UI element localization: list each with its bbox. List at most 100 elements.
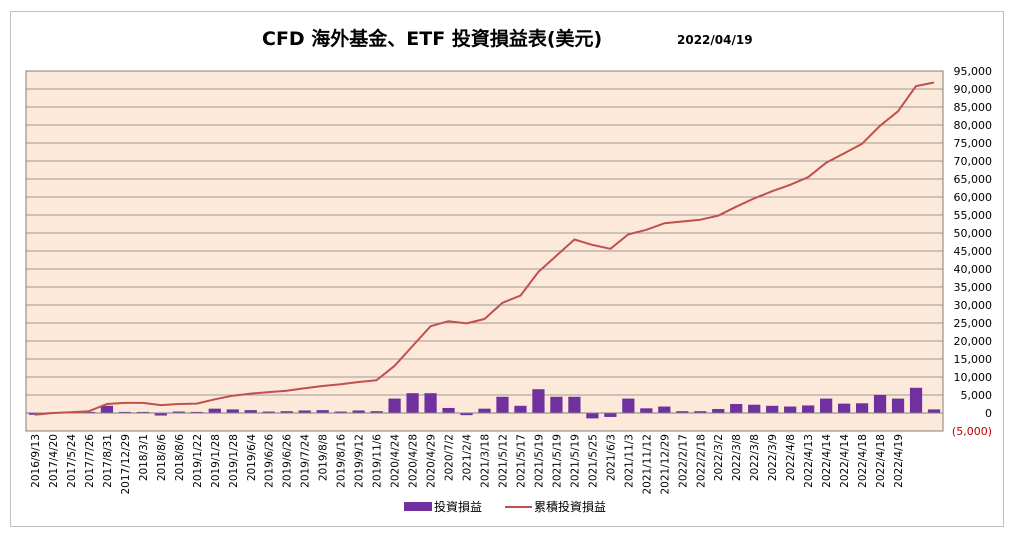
- chart-title: CFD 海外基金、ETF 投資損益表(美元): [262, 28, 603, 50]
- x-tick-label: 2022/4/19: [893, 434, 905, 488]
- chart-date: 2022/04/19: [677, 33, 753, 47]
- bar: [316, 410, 329, 413]
- y-tick-label: (5,000): [952, 425, 992, 438]
- x-tick-label: 2021/11/3: [623, 434, 635, 488]
- bar: [837, 403, 851, 413]
- bar: [658, 406, 671, 413]
- bar: [388, 398, 401, 413]
- bar: [226, 409, 239, 413]
- x-tick-label: 2022/3/8: [731, 434, 743, 481]
- bar: [136, 411, 149, 413]
- x-tick-label: 2020/7/2: [444, 434, 456, 481]
- x-tick-label: 2022/4/14: [821, 434, 833, 488]
- x-tick-label: 2021/5/17: [515, 434, 527, 488]
- x-tick-label: 2019/1/28: [210, 434, 222, 488]
- bar: [640, 408, 653, 413]
- x-tick-label: 2019/8/16: [336, 434, 348, 488]
- x-tick-label: 2019/7/24: [300, 434, 312, 488]
- bar: [676, 411, 689, 413]
- y-tick-label: 35,000: [954, 281, 993, 294]
- bar: [460, 413, 473, 416]
- x-tick-label: 2021/5/25: [587, 434, 599, 488]
- x-tick-label: 2020/4/24: [390, 434, 402, 488]
- x-tick-label: 2022/3/9: [767, 434, 779, 481]
- bar: [172, 411, 185, 413]
- bar: [244, 410, 257, 413]
- x-tick-label: 2019/8/8: [318, 434, 330, 481]
- y-tick-label: 85,000: [954, 101, 993, 114]
- x-tick-label: 2022/2/17: [677, 434, 689, 488]
- x-tick-label: 2021/5/19: [569, 434, 581, 488]
- y-tick-label: 30,000: [954, 299, 993, 312]
- y-tick-label: 45,000: [954, 245, 993, 258]
- bar: [118, 411, 132, 413]
- bar: [891, 398, 905, 413]
- bar: [766, 405, 779, 413]
- bar: [532, 389, 545, 413]
- x-tick-label: 2022/3/2: [713, 434, 725, 481]
- x-tick-label: 2021/2/4: [462, 434, 474, 481]
- bar: [622, 398, 635, 413]
- bar: [909, 387, 923, 413]
- x-tick-label: 2017/5/24: [66, 434, 78, 488]
- bar: [280, 411, 293, 413]
- bar: [730, 404, 743, 413]
- legend-swatch-bar: [404, 502, 432, 511]
- x-tick-label: 2019/9/12: [354, 434, 366, 488]
- bar: [208, 408, 221, 413]
- x-tick-label: 2020/4/29: [426, 434, 438, 488]
- bar: [712, 409, 725, 413]
- x-tick-label: 2018/8/6: [174, 434, 186, 481]
- x-tick-label: 2017/12/29: [120, 434, 132, 495]
- bar: [855, 403, 869, 413]
- legend-label-line: 累積投資損益: [534, 499, 606, 514]
- bar: [82, 411, 96, 413]
- bar: [514, 405, 527, 413]
- x-tick-label: 2021/3/18: [480, 434, 492, 488]
- y-tick-label: 95,000: [954, 65, 993, 78]
- x-tick-label: 2021/5/19: [551, 434, 563, 488]
- y-tick-label: 55,000: [954, 209, 993, 222]
- x-tick-label: 2021/5/19: [533, 434, 545, 488]
- bar: [298, 410, 311, 413]
- bar: [424, 393, 437, 413]
- x-tick-label: 2022/4/8: [785, 434, 797, 481]
- legend-label-bar: 投資損益: [434, 499, 482, 514]
- bar: [100, 405, 114, 413]
- y-tick-label: 25,000: [954, 317, 993, 330]
- bar: [406, 393, 419, 413]
- x-tick-label: 2019/11/6: [372, 434, 384, 488]
- x-tick-label: 2018/3/1: [138, 434, 150, 481]
- x-tick-label: 2019/6/4: [246, 434, 258, 481]
- plot-border: [25, 70, 944, 432]
- x-tick-label: 2019/6/26: [264, 434, 276, 488]
- x-tick-label: 2017/4/20: [48, 434, 60, 488]
- x-tick-label: 2021/6/3: [605, 434, 617, 481]
- bar: [820, 398, 833, 413]
- x-tick-label: 2022/4/18: [857, 434, 869, 488]
- bar: [873, 395, 887, 413]
- bar: [568, 396, 581, 413]
- bar: [262, 411, 275, 413]
- y-tick-label: 60,000: [954, 191, 993, 204]
- y-tick-label: 50,000: [954, 227, 993, 240]
- bar: [604, 413, 617, 417]
- bar: [496, 396, 509, 413]
- x-tick-label: 2022/4/18: [875, 434, 887, 488]
- bar: [352, 410, 365, 413]
- bar: [190, 411, 203, 413]
- x-tick-label: 2021/11/12: [641, 434, 653, 495]
- x-tick-label: 2022/4/13: [803, 434, 815, 488]
- y-tick-label: 80,000: [954, 119, 993, 132]
- x-tick-label: 2017/8/31: [102, 434, 114, 488]
- y-tick-label: 75,000: [954, 137, 993, 150]
- y-tick-label: 20,000: [954, 335, 993, 348]
- x-tick-label: 2016/9/13: [30, 434, 42, 488]
- y-tick-label: 40,000: [954, 263, 993, 276]
- x-tick-label: 2017/7/26: [84, 434, 96, 488]
- bar: [748, 404, 761, 413]
- cumulative-line: [34, 81, 935, 416]
- y-tick-label: 70,000: [954, 155, 993, 168]
- x-tick-label: 2019/1/22: [192, 434, 204, 488]
